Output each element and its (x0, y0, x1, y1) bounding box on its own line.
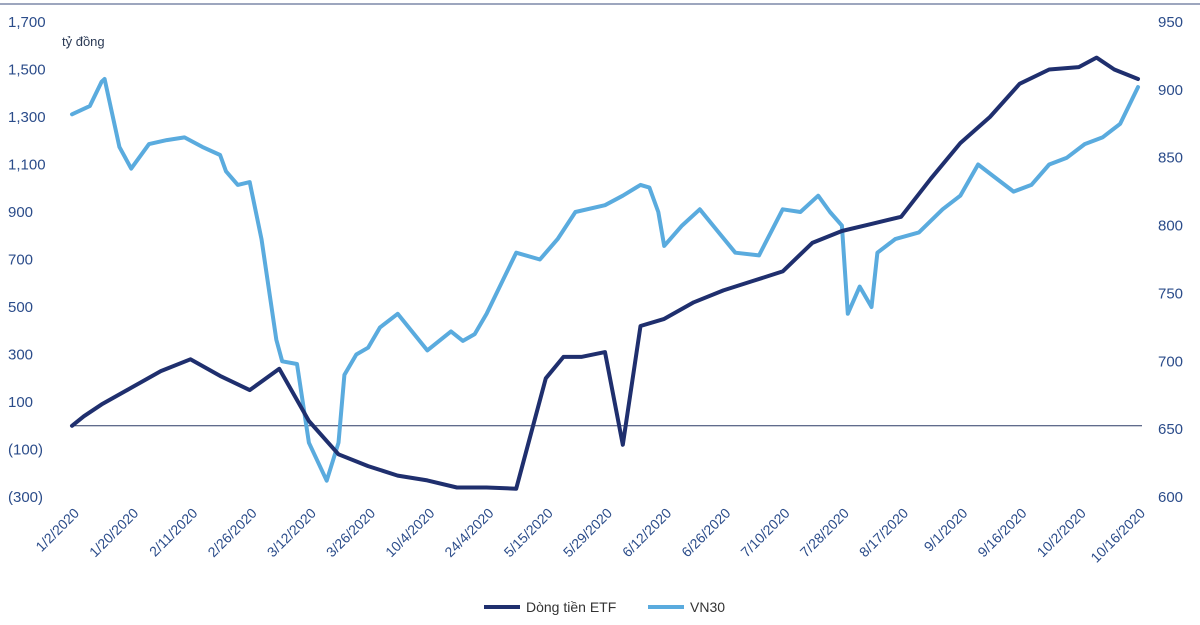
y-left-tick-label: 1,700 (8, 14, 46, 31)
x-tick-label: 10/16/2020 (1087, 505, 1148, 566)
x-tick-label: 7/28/2020 (797, 505, 853, 561)
x-tick-label: 6/12/2020 (619, 505, 675, 561)
x-tick-label: 10/4/2020 (382, 505, 438, 561)
legend-item-vn30: VN30 (648, 599, 725, 615)
x-tick-label: 5/29/2020 (560, 505, 616, 561)
series-layer (70, 55, 1140, 491)
y-left-axis: 1,700 1,500 1,300 1,100 900 700 500 300 100 (100)… (8, 14, 46, 506)
y-right-tick-label: 950 (1158, 14, 1183, 31)
legend-label-vn30: VN30 (690, 599, 725, 615)
x-tick-label: 1/2/2020 (32, 505, 82, 555)
legend-item-etf: Dòng tiền ETF (484, 599, 616, 615)
y-left-unit-label: tỷ đồng (62, 34, 105, 49)
series-line-etf (70, 55, 1140, 491)
y-right-axis: 950 900 850 800 750 700 650 600 (1158, 14, 1183, 506)
y-left-tick-label: (100) (8, 442, 43, 459)
y-left-tick-label: (300) (8, 489, 43, 506)
series-line-vn30 (70, 77, 1140, 483)
y-left-tick-label: 1,100 (8, 157, 46, 174)
y-left-tick-label: 900 (8, 204, 33, 221)
x-tick-label: 1/20/2020 (86, 505, 142, 561)
y-right-tick-label: 900 (1158, 82, 1183, 99)
y-left-tick-label: 700 (8, 252, 33, 269)
x-tick-label: 9/16/2020 (974, 505, 1030, 561)
legend: Dòng tiền ETF VN30 (484, 599, 725, 615)
x-tick-label: 24/4/2020 (441, 505, 497, 561)
y-left-tick-label: 1,300 (8, 109, 46, 126)
y-left-tick-label: 100 (8, 394, 33, 411)
y-left-tick-label: 300 (8, 347, 33, 364)
x-tick-label: 7/10/2020 (737, 505, 793, 561)
y-right-tick-label: 800 (1158, 218, 1183, 235)
x-axis: 1/2/2020 1/20/2020 2/11/2020 2/26/2020 3/12/… (32, 505, 1148, 566)
y-left-tick-label: 500 (8, 299, 33, 316)
y-right-tick-label: 650 (1158, 421, 1183, 438)
x-tick-label: 3/12/2020 (264, 505, 320, 561)
y-right-tick-label: 850 (1158, 150, 1183, 167)
x-tick-label: 8/17/2020 (856, 505, 912, 561)
x-tick-label: 6/26/2020 (678, 505, 734, 561)
x-tick-label: 10/2/2020 (1034, 505, 1090, 561)
x-tick-label: 3/26/2020 (323, 505, 379, 561)
y-right-tick-label: 600 (1158, 489, 1183, 506)
y-left-tick-label: 1,500 (8, 62, 46, 79)
x-tick-label: 5/15/2020 (501, 505, 557, 561)
y-right-tick-label: 700 (1158, 353, 1183, 370)
y-right-tick-label: 750 (1158, 285, 1183, 302)
x-tick-label: 2/26/2020 (204, 505, 260, 561)
x-tick-label: 2/11/2020 (146, 505, 201, 560)
x-tick-label: 9/1/2020 (921, 505, 971, 555)
legend-label-etf: Dòng tiền ETF (526, 599, 616, 615)
